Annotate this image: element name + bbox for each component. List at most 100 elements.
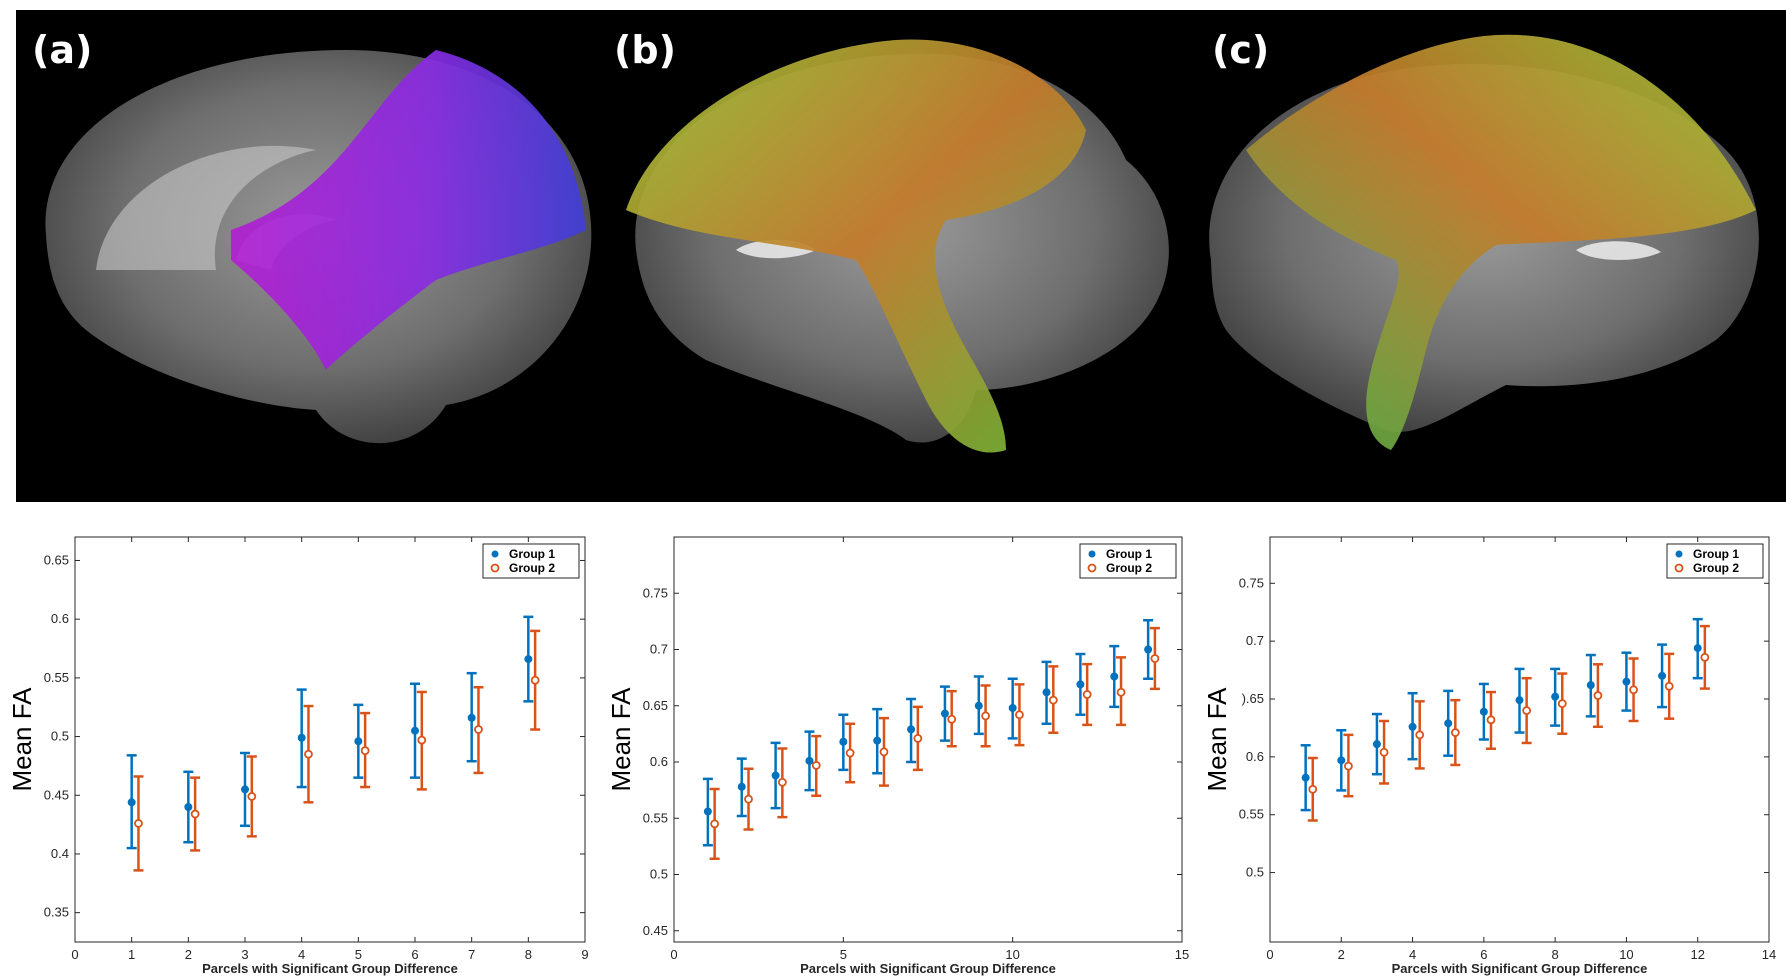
tractography-image-panel: (a) (b) (c) (16, 10, 1786, 502)
chart-panel-b-mean-fa: 0 5 10 15 0.45 0.5 0.55 0.6 0.65 0.7 0.75 Parcels w… (606, 536, 1189, 976)
group2-point (247, 792, 257, 801)
group2-point (304, 749, 313, 759)
group1-point (1551, 692, 1560, 701)
y-tick-label: 0.65 (643, 698, 668, 713)
group2-point (913, 733, 923, 743)
group2-point (1450, 728, 1460, 737)
group1-point (1042, 688, 1051, 697)
group2-point (744, 794, 753, 804)
group1-point (1586, 681, 1595, 690)
x-tick-label: 5 (355, 947, 362, 962)
y-tick-label: 0.45 (643, 923, 668, 938)
panel-label-a: (a) (32, 28, 93, 72)
group2-point (1486, 715, 1496, 725)
x-tick-label: 6 (1480, 947, 1487, 962)
y-axis-label: Mean FA (7, 687, 37, 792)
group2-point (190, 809, 200, 819)
group2-point (1379, 747, 1389, 757)
group1-point (1622, 677, 1631, 686)
x-tick-label: 3 (241, 947, 248, 962)
x-tick-label: 6 (411, 947, 418, 962)
y-tick-label: 0.6 (650, 754, 668, 769)
x-tick-label: 0 (71, 947, 78, 962)
legend-marker-group2 (1674, 563, 1684, 573)
legend-label-group2: Group 2 (1693, 561, 1739, 575)
group1-point (127, 798, 136, 807)
brain-panel-c (1209, 34, 1759, 451)
group2-point (811, 760, 821, 770)
panel-label-c: (c) (1212, 28, 1270, 72)
group1-point (297, 733, 306, 742)
group1-point (839, 737, 848, 746)
group1-point (974, 701, 983, 710)
x-tick-label: 1 (128, 947, 135, 962)
x-tick-label: 0 (1266, 947, 1273, 962)
y-axis-label: Mean FA (606, 687, 636, 792)
x-axis-label: Parcels with Significant Group Differenc… (202, 961, 458, 976)
x-tick-label: 9 (581, 947, 588, 962)
group2-point (1150, 654, 1160, 663)
x-axis-label: Parcels with Significant Group Differenc… (800, 961, 1056, 976)
group2-point (134, 819, 143, 828)
y-tick-label: 0.75 (643, 585, 668, 600)
chart-panel-c-mean-fa: 0 2 4 6 8 10 12 14 0.5 0.55 0.6).65 0.7 0.75 Parcels … (1202, 536, 1776, 976)
chart-panel-a-mean-fa: 0 1 2 3 4 5 6 7 8 9 0.35 0.4 0.45 0.5 0.55 0.6 0.65 Parce… (7, 536, 589, 976)
x-tick-label: 15 (1175, 947, 1189, 962)
x-tick-label: 4 (1409, 947, 1416, 962)
x-axis-label: Parcels with Significant Group Differenc… (1392, 961, 1648, 976)
group2-point (1629, 685, 1638, 695)
group1-point (737, 782, 746, 791)
group2-point (360, 746, 370, 756)
group1-point (873, 736, 882, 745)
group1-point (1515, 696, 1524, 705)
group1-point (1479, 707, 1488, 716)
y-tick-label: 0.7 (1246, 633, 1264, 648)
y-tick-label: 0.5 (650, 867, 668, 882)
y-tick-label: 0.55 (44, 670, 69, 685)
y-tick-label: 0.65 (44, 552, 69, 567)
group2-point (1048, 695, 1058, 705)
x-tick-label: 4 (298, 947, 305, 962)
y-tick-label: 0.4 (51, 846, 69, 861)
y-tick-label: 0.7 (650, 642, 668, 657)
x-tick-label: 5 (840, 947, 847, 962)
group1-point (1008, 704, 1017, 712)
group2-point (947, 714, 957, 724)
group2-point (1664, 681, 1674, 691)
y-tick-label: 0.75 (1239, 575, 1264, 590)
x-tick-label: 2 (185, 947, 192, 962)
x-tick-label: 14 (1762, 947, 1776, 962)
legend-box (1666, 543, 1764, 579)
y-tick-label: 0.6 (51, 611, 69, 626)
group1-point (1658, 671, 1667, 680)
group2-point (710, 819, 720, 829)
x-tick-label: 10 (1619, 947, 1633, 962)
brain-panel-a (45, 50, 592, 444)
group1-point (524, 655, 533, 664)
legend-label-group1: Group 1 (1693, 547, 1739, 561)
group1-point (467, 713, 476, 722)
group1-point (411, 726, 419, 735)
x-tick-label: 8 (1552, 947, 1559, 962)
group1-point (771, 771, 780, 780)
y-tick-label: 0.6 (1246, 749, 1264, 764)
group2-point (1700, 652, 1710, 662)
group1-point (940, 709, 949, 718)
group1-point (241, 785, 249, 794)
brain-panel-b (626, 39, 1169, 453)
legend-box (482, 543, 580, 579)
group2-point (1308, 784, 1318, 794)
plot-area-frame (74, 536, 586, 943)
legend-box (1079, 543, 1177, 579)
group1-point (184, 803, 193, 811)
y-tick-label: 0.55 (643, 810, 668, 825)
legend-label-group1: Group 1 (1106, 547, 1152, 561)
group2-point (1082, 690, 1092, 699)
group1-point (1144, 645, 1153, 654)
group2-point (1015, 710, 1024, 720)
legend-marker-group1 (1088, 550, 1096, 558)
y-tick-label: 0.45 (44, 787, 69, 802)
group2-point (845, 748, 855, 758)
y-tick-label: 0.55 (1239, 807, 1264, 822)
group2-point (474, 725, 483, 734)
